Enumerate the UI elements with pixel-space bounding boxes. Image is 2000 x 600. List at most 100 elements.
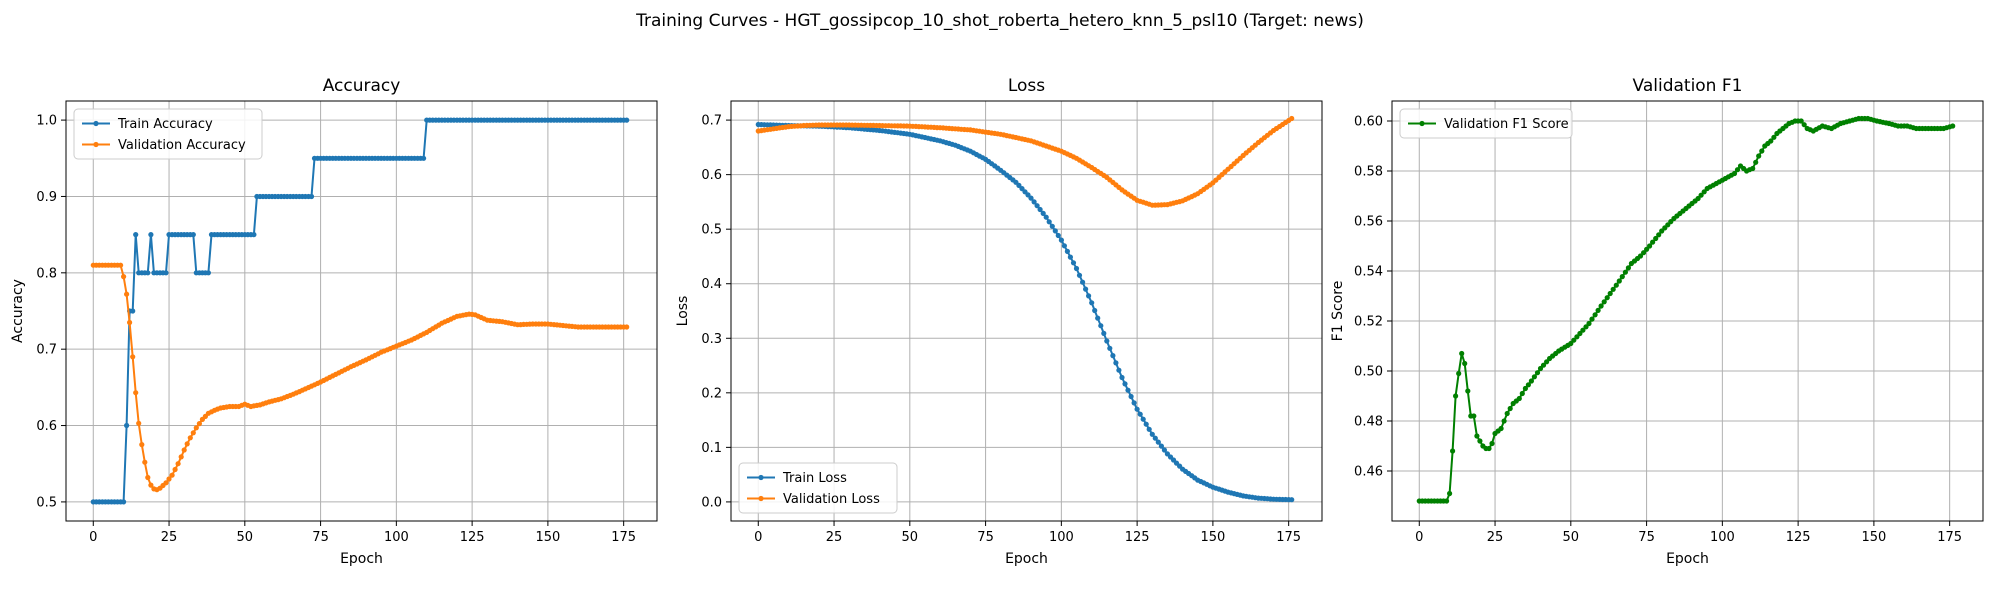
x-tick-label: 25: [1487, 530, 1504, 545]
validation-f1-score-point: [1595, 307, 1601, 313]
x-tick-label: 125: [1125, 530, 1150, 545]
validation-f1-score-point: [1653, 235, 1659, 242]
validation-accuracy-point: [142, 459, 148, 465]
validation-accuracy-point: [196, 421, 202, 427]
validation-accuracy-point: [139, 442, 145, 448]
validation-f1-score-point: [1950, 123, 1956, 129]
legend-swatch-marker: [93, 141, 99, 148]
x-tick-label: 100: [1049, 530, 1074, 545]
validation-f1-score-point: [1525, 382, 1531, 388]
y-tick-label: 0.5: [701, 223, 722, 238]
validation-f1-score-point: [1507, 405, 1513, 412]
validation-f1-score-point: [1489, 440, 1495, 447]
validation-f1-score-point: [1598, 303, 1604, 309]
train-loss-point: [1110, 353, 1116, 359]
x-axis-label: Epoch: [1005, 551, 1048, 567]
x-tick-label: 125: [460, 530, 485, 545]
validation-f1-score-point: [1701, 189, 1707, 195]
y-tick-label: 0.9: [36, 190, 57, 205]
validation-accuracy-line: [93, 264, 627, 491]
validation-f1-score-point: [1644, 246, 1650, 252]
validation-f1-score-point: [1589, 316, 1595, 322]
legend-entry-label: Validation Accuracy: [118, 138, 246, 153]
validation-f1-score-point: [1771, 134, 1777, 140]
validation-f1-score-point: [1756, 153, 1762, 159]
validation-accuracy-point: [187, 435, 193, 441]
validation-accuracy-point: [145, 474, 151, 481]
train-loss-point: [1104, 338, 1110, 344]
x-tick-label: 175: [611, 530, 636, 545]
validation-f1-score-point: [1519, 390, 1525, 397]
validation-f1-score-point: [1592, 312, 1598, 318]
train-loss-point: [1140, 416, 1146, 422]
validation-accuracy-point: [190, 430, 196, 436]
panel-title: Loss: [1008, 76, 1045, 96]
panel-title: Accuracy: [323, 76, 401, 96]
validation-f1-score-point: [1613, 282, 1619, 288]
validation-f1-score-point: [1459, 350, 1465, 357]
validation-f1-score-point: [1571, 337, 1577, 343]
validation-f1-score-point: [1522, 385, 1528, 392]
validation-f1-score-point: [1637, 253, 1644, 259]
train-loss-point: [1046, 219, 1052, 225]
x-tick-label: 125: [1786, 530, 1811, 545]
train-loss-point: [1034, 203, 1040, 209]
train-loss-point: [1116, 367, 1122, 373]
validation-accuracy-point: [136, 420, 142, 426]
validation-f1-score-point: [1734, 167, 1741, 173]
y-tick-label: 0.1: [701, 441, 722, 456]
validation-f1-score-point: [1462, 360, 1468, 367]
legend-box: [73, 108, 263, 160]
validation-f1-score-point: [1477, 438, 1483, 444]
train-accuracy-point: [133, 232, 139, 238]
train-accuracy-series: [90, 117, 630, 505]
accuracy-panel: 0 25 50 75 100 125 150 175 0.5 0.6 0.7 0.8 0.9 1.0 Acc…: [10, 76, 658, 567]
validation-accuracy-point: [130, 354, 136, 360]
validation-accuracy-point: [193, 425, 199, 431]
validation-f1-score-point: [1759, 148, 1765, 154]
train-loss-point: [1070, 260, 1077, 266]
validation-f1-score-point: [1447, 490, 1453, 497]
x-tick-label: 50: [1563, 530, 1580, 545]
x-tick-label: 0: [1415, 530, 1423, 545]
validation-f1-score-point: [1647, 243, 1653, 249]
x-tick-label: 0: [754, 530, 762, 545]
train-loss-point: [1155, 439, 1161, 445]
y-tick-label: 0.7: [701, 114, 722, 129]
y-tick-label: 0.50: [1354, 365, 1383, 380]
validation-f1-panel: 0 25 50 75 100 125 150 175 0.46 0.48 0.50 0.52 0.54 0…: [1330, 76, 1984, 567]
y-tick-label: 0.48: [1354, 415, 1383, 430]
train-loss-point: [1098, 323, 1104, 329]
train-loss-point: [1064, 248, 1070, 254]
train-loss-point: [1149, 431, 1155, 437]
validation-f1-score-point: [1695, 195, 1701, 202]
y-tick-label: 0.0: [701, 495, 722, 510]
train-loss-point: [1146, 426, 1152, 432]
train-loss-point: [1086, 293, 1092, 299]
train-loss-point: [1073, 265, 1080, 272]
y-axis-label: Loss: [675, 296, 691, 327]
x-tick-label: 175: [1937, 530, 1962, 545]
validation-f1-score-series: [1416, 115, 1956, 504]
x-tick-label: 25: [161, 530, 178, 545]
train-loss-point: [1089, 300, 1095, 306]
train-loss-point: [1028, 195, 1034, 201]
train-loss-point: [1137, 411, 1143, 417]
validation-f1-score-point: [1731, 170, 1738, 177]
train-loss-point: [1058, 237, 1064, 243]
validation-accuracy-point: [148, 482, 154, 488]
train-loss-point: [1131, 400, 1137, 406]
validation-f1-score-point: [1625, 265, 1631, 271]
train-accuracy-point: [624, 117, 630, 123]
y-tick-label: 0.60: [1354, 115, 1383, 130]
train-accuracy-point: [163, 270, 169, 276]
x-tick-label: 100: [384, 530, 409, 545]
train-loss-point: [1016, 182, 1022, 188]
validation-f1-score-point: [1501, 418, 1507, 424]
x-tick-label: 175: [1276, 530, 1301, 545]
validation-f1-score-point: [1698, 192, 1704, 198]
validation-f1-score-point: [1531, 374, 1537, 380]
y-tick-label: 0.5: [36, 495, 57, 510]
train-loss-point: [1289, 497, 1295, 503]
